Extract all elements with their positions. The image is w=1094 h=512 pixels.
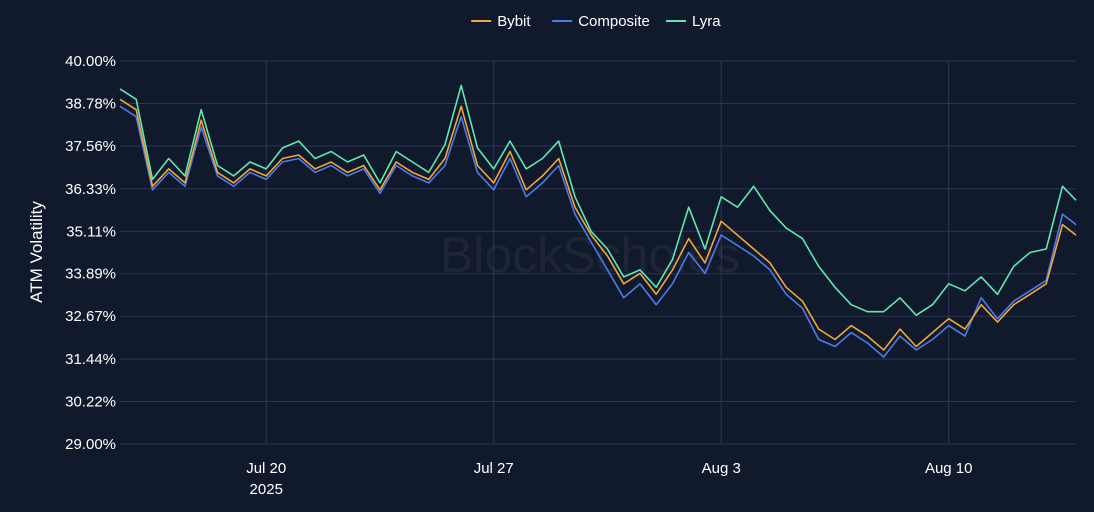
watermark: BlockScholes (440, 227, 740, 283)
legend-item-bybit[interactable]: Bybit (471, 13, 531, 30)
y-tick-label: 36.33% (65, 181, 116, 198)
y-tick-label: 37.56% (65, 138, 116, 155)
y-tick-label: 33.89% (65, 266, 116, 283)
y-axis-title: ATM Volatility (27, 201, 46, 303)
y-tick-label: 31.44% (65, 351, 116, 368)
y-tick-label: 32.67% (65, 308, 116, 325)
legend-item-lyra[interactable]: Lyra (666, 13, 721, 30)
x-tick-label: Aug 10 (925, 460, 973, 477)
series-line-bybit (119, 98, 1077, 351)
x-tick-label: Jul 27 (474, 460, 514, 477)
y-tick-label: 30.22% (65, 394, 116, 411)
legend-label: Composite (578, 13, 650, 30)
y-axis: 29.00% 30.22% 31.44% 32.67% 33.89% 35.11% 36.3… (65, 53, 116, 453)
x-tick-label: Jul 20 (246, 460, 286, 477)
y-tick-label: 29.00% (65, 436, 116, 453)
series-lines (119, 84, 1077, 358)
x-tick-sublabel: 2025 (250, 481, 283, 498)
y-tick-label: 40.00% (65, 53, 116, 70)
legend-item-composite[interactable]: Composite (552, 13, 650, 30)
x-tick-label: Aug 3 (702, 460, 741, 477)
legend-label: Bybit (497, 13, 531, 30)
series-line-lyra (119, 84, 1077, 316)
y-tick-label: 38.78% (65, 95, 116, 112)
grid-lines (120, 60, 1076, 445)
legend: Bybit Composite Lyra (471, 13, 721, 30)
legend-label: Lyra (692, 13, 721, 30)
y-tick-label: 35.11% (66, 223, 116, 240)
x-axis: Jul 20 2025 Jul 27 Aug 3 Aug 10 (246, 460, 972, 498)
series-line-composite (119, 105, 1077, 358)
